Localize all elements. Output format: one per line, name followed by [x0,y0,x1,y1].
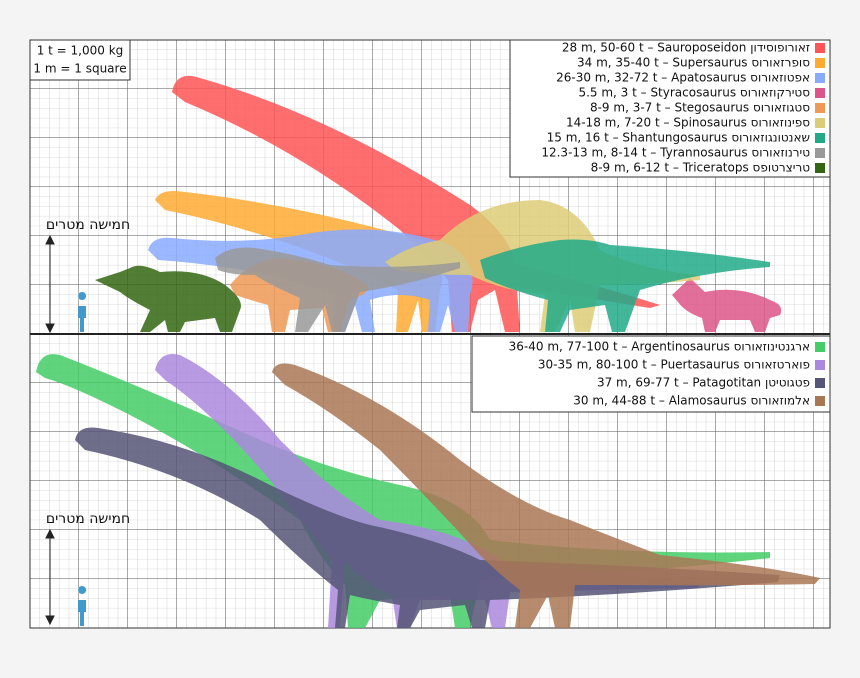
legend-text: 8-9 m, 3-7 t – Stegosaurus סטגוזאורוס [590,101,810,115]
silhouettes [36,75,820,628]
legend-box [509,39,831,178]
legend-text: 12.3-13 m, 8-14 t – Tyrannosaurus טירנוז… [541,146,810,160]
dinosaur-silhouette [215,247,460,332]
scale-text: 1 m = 1 square [33,62,126,76]
dinosaur-silhouette [95,265,241,332]
legend-text: 5.5 m, 3 t – Styracosaurus סטירקוזאורוס [578,86,810,100]
legend-swatch [815,58,825,68]
scale-box [29,39,131,81]
legend-swatch [815,396,825,406]
legend-text: 15 m, 16 t – Shantungosaurus שאנטונגוזאו… [547,131,810,145]
legend-swatch [815,360,825,370]
legend-swatch [815,378,825,388]
legend-swatch [815,88,825,98]
dinosaur-silhouette [672,278,782,332]
dinosaur-silhouette [272,363,820,628]
human-figures [78,292,87,626]
height-label: חמישה מטרים [46,217,130,233]
legend-box [471,335,831,413]
height-label: חמישה מטרים [46,511,130,527]
legend-text: 37 m, 69-77 t – Patagotitan פטגוטיטן [597,376,810,390]
legend-swatch [815,73,825,83]
legend-text: 26-30 m, 32-72 t – Apatosaurus אפטוזאורו… [556,71,810,85]
legend-text: 30-35 m, 80-100 t – Puertasaurus פוארטזא… [538,358,810,372]
legend-swatch [815,103,825,113]
legend-text: 14-18 m, 7-20 t – Spinosaurus ספינוזאורו… [566,116,810,130]
legend-text: 34 m, 35-40 t – Supersaurus סופרזאורוס [577,56,810,70]
legend-text: 36-40 m, 77-100 t – Argentinosaurus ארגנ… [509,340,810,354]
height-arrows [45,234,55,626]
legend-swatch [815,163,825,173]
legend-text: 28 m, 50-60 t – Sauroposeidon זאורופוסיד… [562,41,810,55]
legend-swatch [815,133,825,143]
legend-swatch [815,342,825,352]
legend-swatch [815,148,825,158]
panel-border [29,39,831,629]
legend-swatch [815,118,825,128]
scale-text: 1 t = 1,000 kg [37,44,124,58]
legend-swatch [815,43,825,53]
dinosaur-silhouette [172,75,660,332]
dinosaur-silhouette [480,239,770,332]
legend-text: 8-9 m, 6-12 t – Triceratops טריצרטופס [591,161,811,175]
legend-text: 30 m, 44-88 t – Alamosaurus אלמוזאורוס [573,394,810,408]
